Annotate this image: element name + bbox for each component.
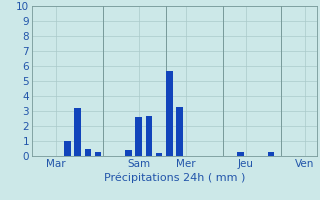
Bar xyxy=(166,71,172,156)
Bar xyxy=(135,117,142,156)
Bar xyxy=(146,116,152,156)
Bar xyxy=(75,108,81,156)
Bar xyxy=(176,106,183,156)
Bar xyxy=(84,148,91,156)
Bar xyxy=(156,153,163,156)
Bar xyxy=(237,152,244,156)
Bar xyxy=(64,141,71,156)
X-axis label: Précipitations 24h ( mm ): Précipitations 24h ( mm ) xyxy=(104,173,245,183)
Bar xyxy=(95,152,101,156)
Bar xyxy=(125,150,132,156)
Bar xyxy=(268,152,274,156)
